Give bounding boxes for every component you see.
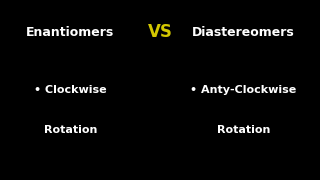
Text: Rotation: Rotation [217,125,270,135]
Text: Enantiomers: Enantiomers [26,26,115,39]
Text: Diastereomers: Diastereomers [192,26,295,39]
Text: Rotation: Rotation [44,125,97,135]
Text: • Anty-Clockwise: • Anty-Clockwise [190,85,296,95]
Text: VS: VS [148,23,172,41]
Text: • Clockwise: • Clockwise [34,85,107,95]
